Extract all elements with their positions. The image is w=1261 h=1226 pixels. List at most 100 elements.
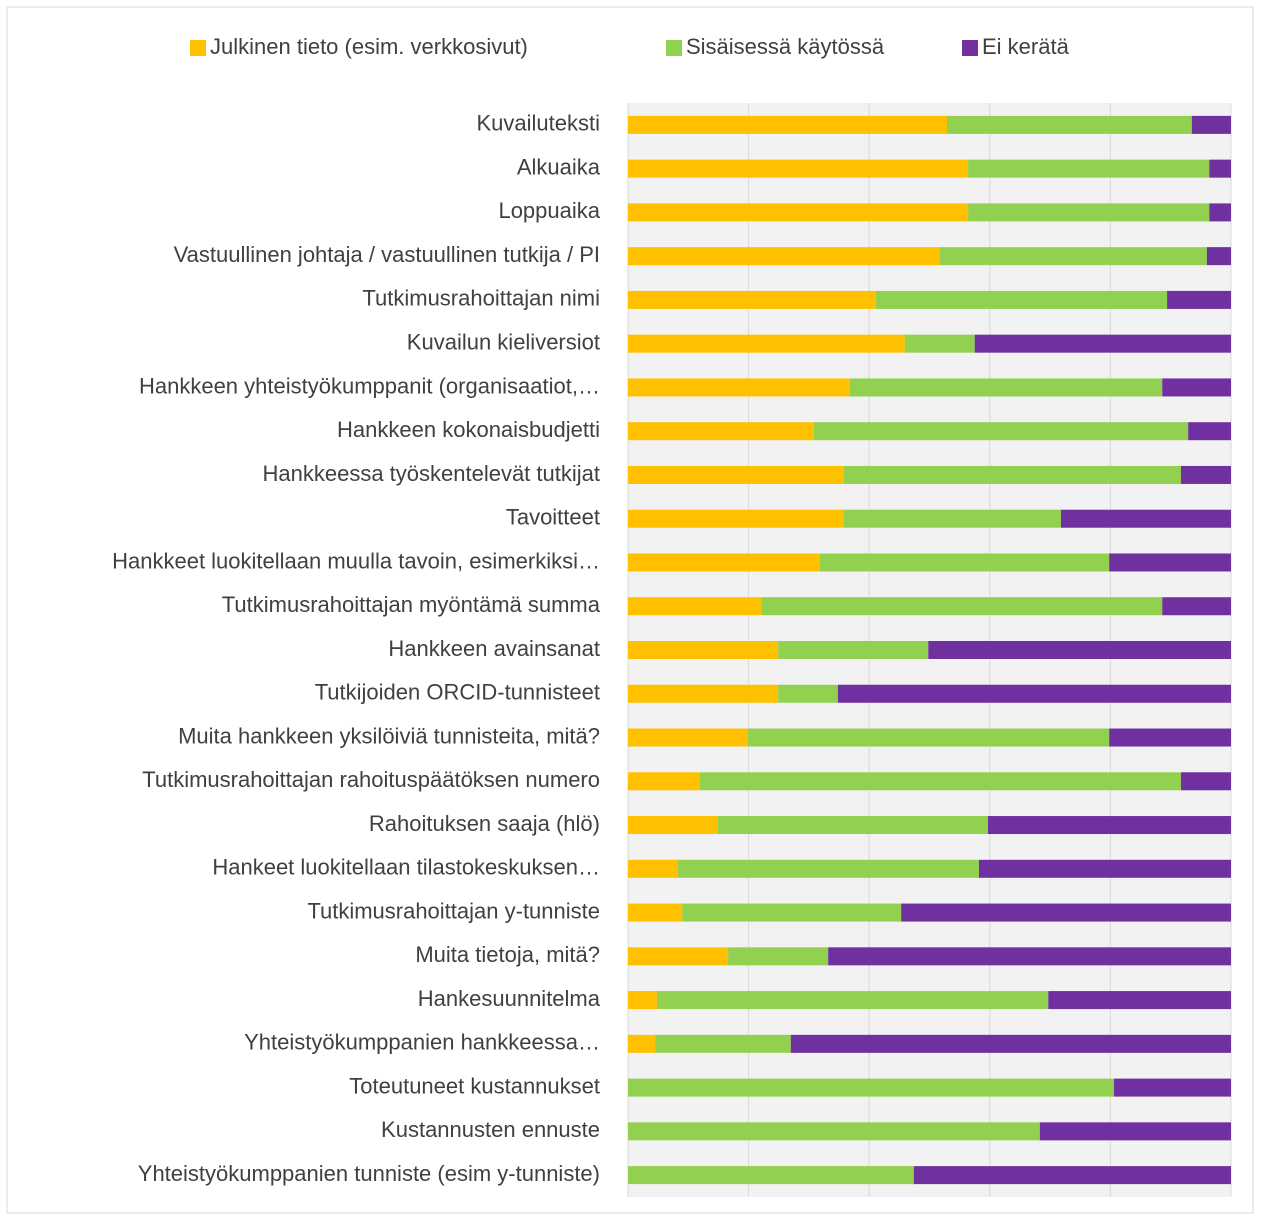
bar-segment [628,553,820,572]
bar-segment [628,247,940,266]
y-tick-label: Hankesuunnitelma [418,986,601,1011]
bar-segment [655,1034,791,1053]
bar-segment [628,728,748,747]
y-tick-label: Tutkimusrahoittajan nimi [362,286,600,311]
bar-segment [778,641,929,659]
bar-segment [628,509,844,528]
y-tick-label: Vastuullinen johtaja / vastuullinen tutk… [174,242,600,267]
bar-segment [946,115,1192,134]
bar-segment [778,684,838,703]
bar-segment [628,641,779,659]
bar-segment [628,203,969,222]
bar-segment [875,290,1168,309]
bar-segment [928,641,1231,659]
legend-swatch [666,40,682,56]
bar-segment [628,1166,914,1185]
y-tick-label: Hankkeen avainsanat [388,636,600,661]
bar-segment [968,203,1210,222]
y-tick-label: Kustannusten ennuste [381,1117,600,1142]
bar-segment [1162,378,1231,397]
bar-segment [913,1166,1231,1185]
bar-segment [790,1034,1231,1053]
bar-segment [628,684,779,703]
y-tick-label: Kuvailuteksti [476,111,600,136]
bar-segment [628,1122,1040,1141]
legend-label: Ei kerätä [982,34,1070,59]
y-tick-label: Hankeet luokitellaan tilastokeskuksen… [212,855,600,880]
bar-segment [628,859,679,878]
bar-segment [656,991,1049,1010]
bar-segment [828,947,1231,966]
bar-segment [1039,1122,1231,1141]
y-tick-label: Muita tietoja, mitä? [415,942,600,967]
bar-segment [628,465,844,484]
bar-segment [849,378,1163,397]
bar-segment [987,816,1231,835]
bar-segment [901,903,1231,922]
bar-segment [813,422,1189,441]
bar-segment [628,947,729,966]
bar-segment [717,816,988,835]
y-tick-label: Tutkijoiden ORCID-tunnisteet [315,680,600,705]
bar-segment [628,1034,656,1053]
bar-segment [1209,203,1231,222]
bar-segment [1162,597,1231,616]
bar-segment [628,772,700,791]
y-tick-label: Tutkimusrahoittajan rahoituspäätöksen nu… [142,767,600,792]
bar-segment [747,728,1110,747]
legend-label: Sisäisessä käytössä [686,34,885,59]
y-tick-label: Yhteistyökumppanien tunniste (esim y-tun… [138,1161,600,1186]
y-tick-label: Kuvailun kieliversiot [407,329,600,354]
bar-segment [978,859,1231,878]
bar-segment [682,903,902,922]
bar-segment [1060,509,1231,528]
bar-segment [628,1078,1115,1097]
bar-segment [628,378,850,397]
bar-segment [699,772,1181,791]
y-tick-label: Toteutuneet kustannukset [349,1073,600,1098]
y-tick-label: Muita hankkeen yksilöiviä tunnisteita, m… [178,723,600,748]
y-tick-label: Hankkeen yhteistyökumppanit (organisaati… [139,373,600,398]
bar-segment [628,903,683,922]
y-tick-label: Hankkeessa työskentelevät tutkijat [262,461,600,486]
bar-segment [628,115,947,134]
bar-segment [1191,115,1231,134]
y-tick-label: Hankkeen kokonaisbudjetti [337,417,600,442]
bar-segment [843,509,1061,528]
y-tick-label: Tutkimusrahoittajan y-tunniste [307,898,600,923]
bar-segment [939,247,1207,266]
bar-segment [761,597,1163,616]
bar-segment [1114,1078,1231,1097]
y-tick-label: Tutkimusrahoittajan myöntämä summa [222,592,601,617]
bar-segment [1180,772,1231,791]
bar-segment [904,334,975,353]
bar-segment [628,991,657,1010]
bar-segment [1188,422,1231,441]
y-tick-label: Tavoitteet [506,505,600,530]
y-tick-label: Yhteistyökumppanien hankkeessa… [244,1030,600,1055]
bar-segment [728,947,829,966]
bar-segment [1109,553,1231,572]
bar-segment [837,684,1231,703]
bar-segment [1048,991,1231,1010]
bar-segment [1109,728,1231,747]
legend-label: Julkinen tieto (esim. verkkosivut) [210,34,528,59]
bar-segment [819,553,1110,572]
bar-segment [628,334,905,353]
legend-swatch [962,40,978,56]
bar-segment [628,159,969,178]
bar-segment [968,159,1210,178]
y-tick-label: Alkuaika [517,154,601,179]
bar-segment [628,290,876,309]
bar-segment [843,465,1181,484]
bar-segment [628,816,718,835]
bar-segment [628,422,814,441]
bar-segment [1180,465,1231,484]
y-tick-label: Rahoituksen saaja (hlö) [369,811,600,836]
bar-segment [1167,290,1231,309]
bar-segment [1209,159,1231,178]
bar-segment [628,597,762,616]
bar-segment [974,334,1231,353]
y-tick-label: Loppuaika [498,198,600,223]
